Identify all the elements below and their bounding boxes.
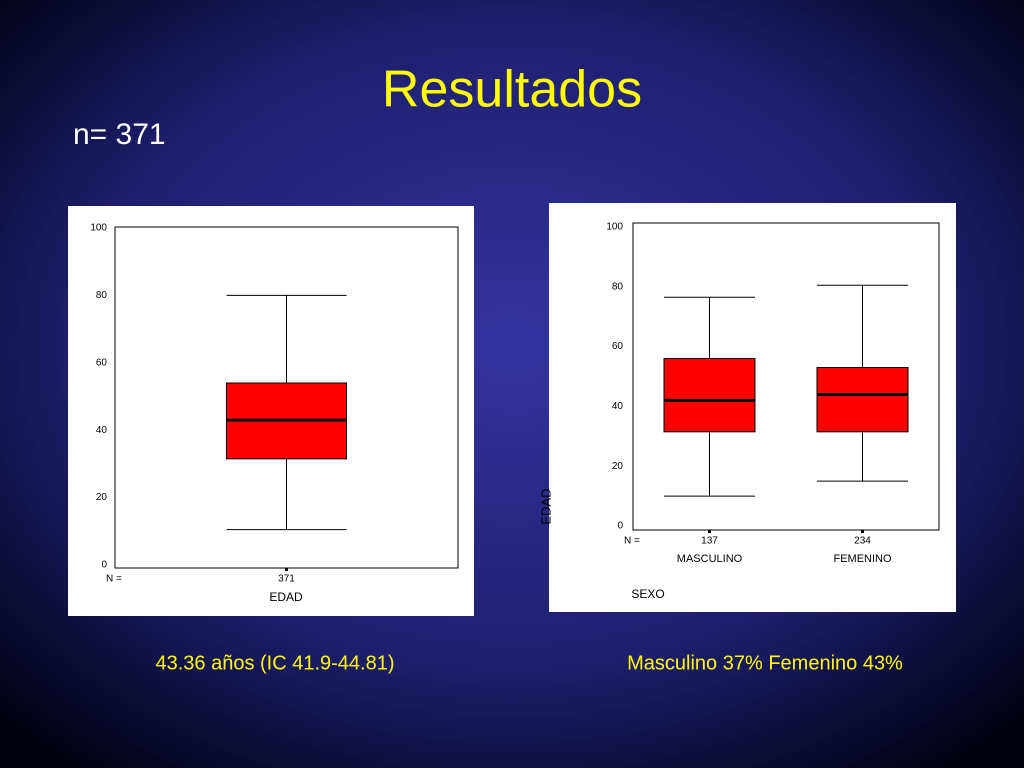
y-axis-label: EDAD bbox=[538, 488, 553, 524]
y-tick-label: 100 bbox=[90, 223, 107, 234]
plot-frame bbox=[632, 222, 940, 531]
n-label: N = bbox=[106, 574, 122, 585]
y-tick-label: 0 bbox=[101, 560, 107, 571]
y-tick-label: 0 bbox=[617, 521, 623, 532]
y-tick-label: 80 bbox=[612, 281, 624, 292]
slide-title: Resultados bbox=[382, 61, 642, 119]
box bbox=[816, 367, 909, 433]
x-tick-mark bbox=[708, 530, 711, 533]
box bbox=[663, 358, 756, 433]
n-value: 371 bbox=[278, 574, 295, 585]
x-tick-label: FEMENINO bbox=[833, 553, 892, 565]
caption: 43.36 años (IC 41.9-44.81) bbox=[155, 652, 394, 674]
x-tick-mark bbox=[285, 568, 288, 571]
x-tick-label: MASCULINO bbox=[677, 553, 743, 565]
caption: Masculino 37% Femenino 43% bbox=[627, 652, 903, 674]
n-label: N = bbox=[624, 536, 640, 547]
y-tick-label: 40 bbox=[96, 425, 108, 436]
x-axis-label: SEXO bbox=[631, 587, 664, 601]
n-value: 234 bbox=[854, 536, 871, 547]
y-tick-label: 80 bbox=[96, 290, 108, 301]
y-tick-label: 20 bbox=[612, 461, 624, 472]
x-tick-mark bbox=[861, 530, 864, 533]
y-tick-label: 20 bbox=[96, 492, 108, 503]
x-axis-label: EDAD bbox=[269, 590, 303, 604]
y-tick-label: 60 bbox=[96, 357, 108, 368]
subtitle: n= 371 bbox=[73, 118, 166, 151]
y-tick-label: 40 bbox=[612, 401, 624, 412]
y-tick-label: 60 bbox=[612, 341, 624, 352]
n-value: 137 bbox=[701, 536, 718, 547]
y-tick-label: 100 bbox=[606, 222, 623, 233]
